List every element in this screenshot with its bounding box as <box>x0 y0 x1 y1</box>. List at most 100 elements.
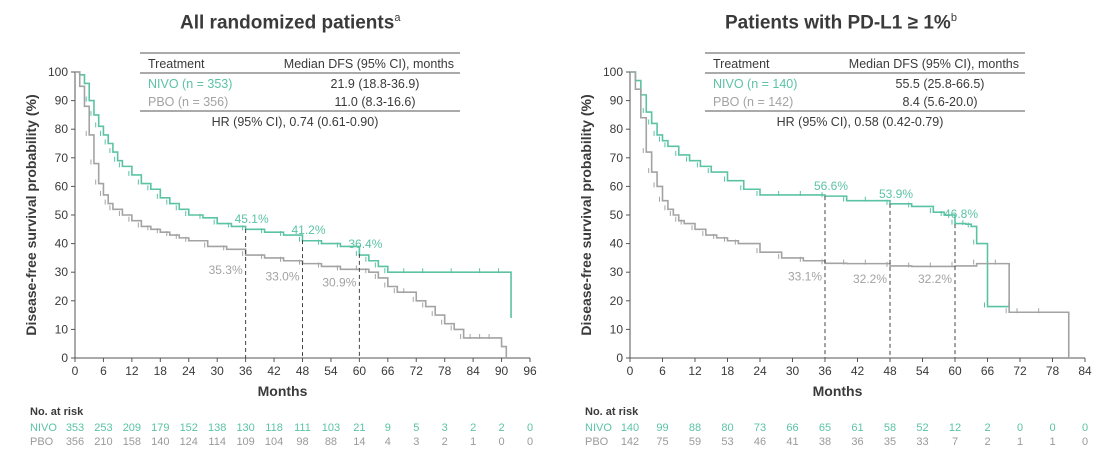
risk-label-pbo: PBO <box>585 436 609 448</box>
risk-value-pbo: 2 <box>984 436 991 448</box>
risk-value-pbo: 0 <box>1103 436 1110 448</box>
series-line-pbo <box>630 71 1070 358</box>
risk-value-nivo: 111 <box>294 422 311 434</box>
series-line-nivo <box>75 71 512 318</box>
risk-row-nivo: NIVO 353 253 209 179 152 138 130 118 111 103 21 9 5 3 2… <box>0 422 555 436</box>
risk-value-nivo: 58 <box>883 422 897 434</box>
y-tick-label: 90 <box>610 94 624 108</box>
risk-value-nivo: 21 <box>353 422 366 434</box>
table-treatment-nivo: NIVO (n = 140) <box>713 77 797 91</box>
risk-value-nivo: 0 <box>526 422 534 434</box>
series-line-pbo <box>75 71 508 358</box>
x-tick-label: 60 <box>948 364 962 378</box>
x-tick-label: 42 <box>851 364 865 378</box>
milestone-label-nivo: 36.4% <box>348 237 382 251</box>
milestone-label-nivo: 56.6% <box>814 179 848 193</box>
km-plot: 0 10 20 30 40 50 60 70 80 90 100 0 6 12 18 24 30 36 42 48 54… <box>23 52 537 399</box>
y-tick-label: 100 <box>48 65 68 79</box>
risk-value-nivo: 2 <box>984 422 991 434</box>
table-col-treatment: Treatment <box>148 57 205 71</box>
risk-value-nivo: 0 <box>1016 422 1024 434</box>
y-tick-label: 70 <box>610 151 624 165</box>
x-tick-label: 48 <box>883 364 897 378</box>
risk-value-pbo: 7 <box>951 436 959 448</box>
risk-value-nivo: 52 <box>916 422 929 434</box>
x-tick-label: 30 <box>786 364 800 378</box>
y-tick-label: 40 <box>55 237 69 251</box>
x-tick-label: 36 <box>818 364 832 378</box>
y-tick-label: 10 <box>610 322 624 336</box>
risk-row-nivo: NIVO 140 99 88 80 73 66 65 61 58 52 12 2 0 0 0 0 <box>555 422 1110 436</box>
risk-value-pbo: 356 <box>65 436 85 448</box>
y-tick-label: 30 <box>55 265 69 279</box>
milestone-label-nivo: 46.8% <box>944 207 978 221</box>
risk-value-pbo: 0 <box>498 436 505 448</box>
risk-value-nivo: 9 <box>384 422 391 434</box>
risk-value-nivo: 65 <box>818 422 832 434</box>
x-tick-label: 54 <box>916 364 930 378</box>
risk-value-pbo: 98 <box>296 436 309 448</box>
risk-value-nivo: 0 <box>1049 422 1056 434</box>
series-line-nivo <box>630 71 1010 308</box>
x-tick-label: 6 <box>100 364 107 378</box>
x-tick-label: 18 <box>154 364 168 378</box>
risk-value-nivo: 5 <box>413 422 420 434</box>
risk-table-header: No. at risk <box>585 406 639 418</box>
risk-value-nivo: 3 <box>441 422 448 434</box>
x-tick-label: 84 <box>466 364 480 378</box>
risk-value-pbo: 14 <box>353 436 366 448</box>
x-tick-label: 78 <box>1046 364 1060 378</box>
risk-value-nivo: 0 <box>1103 422 1110 434</box>
x-tick-label: 18 <box>721 364 735 378</box>
x-tick-label: 42 <box>267 364 281 378</box>
y-axis-title: Disease-free survival probability (%) <box>578 94 594 335</box>
risk-table-header: No. at risk <box>30 406 84 418</box>
x-axis-title: Months <box>258 383 308 399</box>
y-tick-label: 90 <box>55 94 69 108</box>
x-tick-label: 72 <box>1013 364 1027 378</box>
risk-value-pbo: 33 <box>916 436 929 448</box>
x-tick-label: 36 <box>239 364 253 378</box>
x-tick-label: 30 <box>211 364 225 378</box>
x-tick-label: 60 <box>353 364 367 378</box>
risk-value-pbo: 114 <box>208 436 226 448</box>
milestone-label-pbo: 32.2% <box>918 272 952 286</box>
risk-value-nivo: 130 <box>236 422 255 434</box>
risk-value-pbo: 140 <box>151 436 170 448</box>
y-axis-title: Disease-free survival probability (%) <box>23 94 39 335</box>
x-tick-label: 66 <box>381 364 395 378</box>
y-tick-label: 100 <box>603 65 623 79</box>
milestone-label-pbo: 33.1% <box>788 269 822 283</box>
km-plot: 0 10 20 30 40 50 60 70 80 90 100 0 6 12 18 24 30 36 42 48 54… <box>578 52 1092 399</box>
risk-value-pbo: 0 <box>1081 436 1089 448</box>
table-median-pbo: 11.0 (8.3-16.6) <box>334 95 415 109</box>
chart-title-text: All randomized patients <box>180 12 395 34</box>
risk-value-nivo: 12 <box>948 422 962 434</box>
y-tick-label: 50 <box>55 208 69 222</box>
table-col-treatment: Treatment <box>713 57 770 71</box>
chart-title-text: Patients with PD-L1 ≥ 1% <box>725 12 951 34</box>
risk-value-pbo: 38 <box>818 436 832 448</box>
risk-value-nivo: 88 <box>688 422 702 434</box>
panel-pdl1: Patients with PD-L1 ≥ 1%b 0 10 20 30 40 50 60 7… <box>555 0 1110 472</box>
y-tick-label: 30 <box>610 265 624 279</box>
x-tick-label: 24 <box>753 364 767 378</box>
y-tick-label: 20 <box>55 294 69 308</box>
y-tick-label: 20 <box>610 294 624 308</box>
risk-value-pbo: 1 <box>1049 436 1056 448</box>
chart-title: Patients with PD-L1 ≥ 1%b <box>725 12 957 34</box>
risk-value-pbo: 35 <box>883 436 897 448</box>
y-tick-label: 60 <box>55 179 69 193</box>
y-tick-label: 10 <box>55 322 69 336</box>
x-tick-label: 6 <box>659 364 666 378</box>
risk-value-nivo: 138 <box>208 422 227 434</box>
risk-value-pbo: 2 <box>441 436 448 448</box>
table-treatment-pbo: PBO (n = 142) <box>713 95 793 109</box>
table-treatment-pbo: PBO (n = 356) <box>148 95 228 109</box>
risk-value-nivo: 179 <box>151 422 170 434</box>
y-tick-label: 0 <box>616 351 623 365</box>
risk-value-nivo: 353 <box>65 422 85 434</box>
risk-value-pbo: 59 <box>688 436 702 448</box>
risk-value-nivo: 66 <box>786 422 799 434</box>
risk-value-pbo: 104 <box>264 436 284 448</box>
